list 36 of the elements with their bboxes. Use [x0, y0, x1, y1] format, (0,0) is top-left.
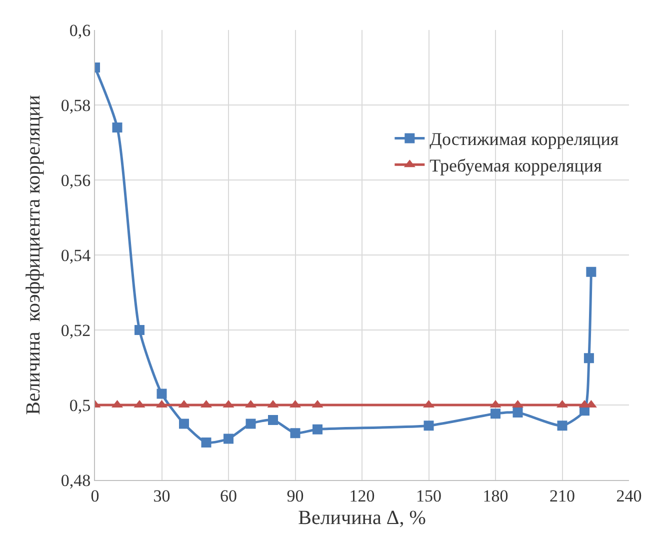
point — [557, 420, 568, 431]
point — [246, 418, 256, 429]
point — [201, 438, 212, 448]
x-axis-title: Величина Δ, % — [298, 506, 426, 529]
x-tick-label: 240 — [616, 486, 642, 506]
y-tick-label: 0,6 — [69, 20, 91, 40]
point — [112, 122, 122, 132]
point — [584, 353, 594, 364]
y-tick-label: 0,48 — [60, 470, 91, 490]
y-tick-label: 0,54 — [60, 246, 92, 265]
x-tick-label: 0 — [90, 486, 100, 506]
point — [512, 408, 523, 418]
point — [290, 428, 300, 438]
x-tick-label: 180 — [482, 486, 508, 506]
x-tick-label: 90 — [286, 486, 304, 506]
point — [224, 434, 234, 444]
point — [490, 408, 500, 419]
y-tick-label: 0,58 — [60, 96, 91, 115]
x-tick-label: 60 — [220, 486, 237, 506]
y-tick-label: 0,56 — [60, 170, 91, 190]
point — [156, 388, 167, 399]
legend-label: Достижимая корреляция — [430, 129, 619, 150]
x-tick-label: 120 — [349, 486, 375, 506]
point — [586, 266, 596, 277]
point — [424, 420, 434, 431]
point — [134, 325, 144, 335]
point — [312, 424, 322, 434]
y-tick-label: 0,5 — [69, 396, 91, 415]
legend-label: Требуемая корреляция — [430, 156, 602, 176]
x-tick-label: 210 — [550, 486, 575, 506]
point — [179, 418, 189, 429]
y-axis-title: Величина коэффициента корреляции — [22, 94, 44, 415]
point — [268, 415, 278, 425]
x-tick-label: 150 — [416, 486, 442, 506]
x-tick-label: 30 — [153, 486, 170, 506]
y-tick-label: 0,52 — [60, 320, 91, 340]
